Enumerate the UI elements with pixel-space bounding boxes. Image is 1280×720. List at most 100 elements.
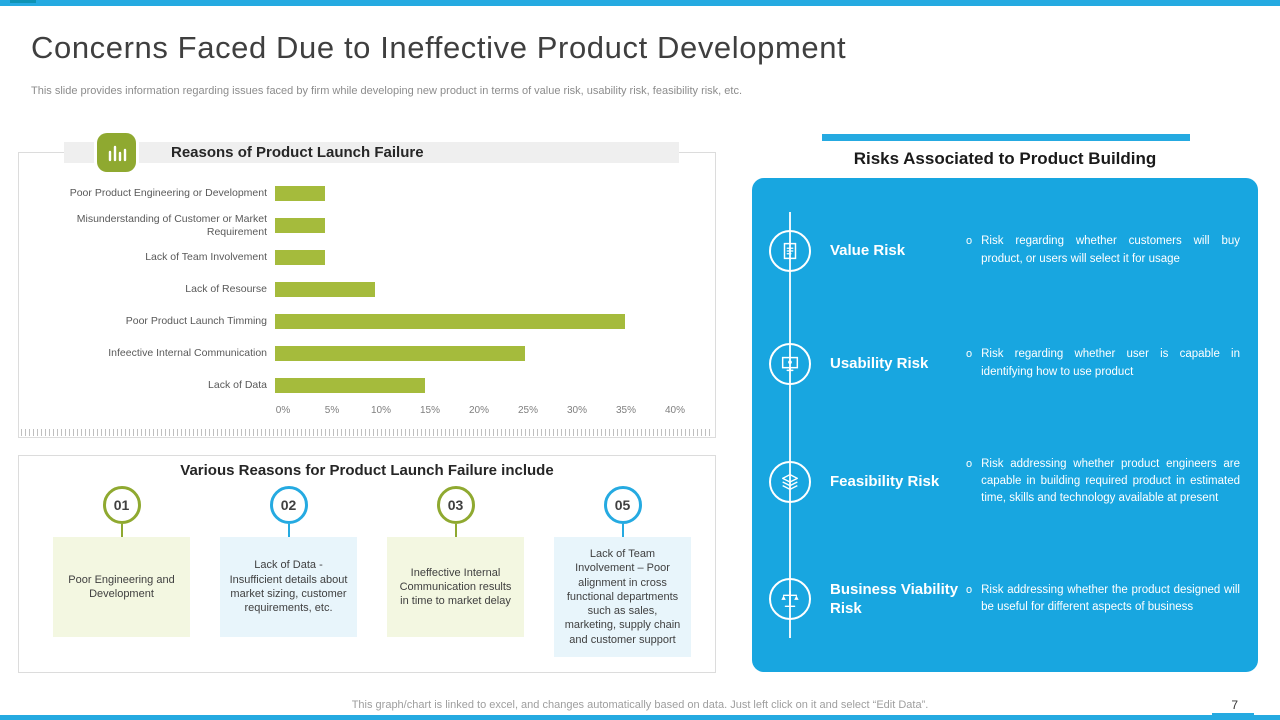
risks-title: Risks Associated to Product Building — [853, 149, 1157, 168]
chart-category-label: Misunderstanding of Customer or Market R… — [76, 212, 267, 238]
risk-icon-col — [752, 229, 830, 272]
chart-category-label: Poor Product Engineering or Development — [69, 187, 267, 200]
chart-x-axis: 0% 5% 10% 15% 20% 25% 30% 35% 40% — [35, 403, 685, 419]
various-reasons-panel: Various Reasons for Product Launch Failu… — [18, 455, 716, 673]
risk-description: o Risk regarding whether customers will … — [966, 233, 1248, 268]
axis-tick-label: 40% — [664, 405, 686, 416]
chart-row: Lack of Data — [35, 371, 675, 400]
chart-bar — [275, 314, 625, 329]
chart-title: Reasons of Product Launch Failure — [171, 144, 424, 161]
axis-spacer — [35, 403, 283, 419]
risks-title-accent-bar — [822, 134, 1190, 141]
reason-number-badge: 02 — [269, 486, 308, 524]
reasons-title: Various Reasons for Product Launch Failu… — [180, 462, 554, 479]
chart-category-label: Infeective Internal Communication — [108, 347, 267, 360]
chart-row: Poor Product Engineering or Development — [35, 179, 675, 208]
risks-rows: Value Risk o Risk regarding whether cust… — [752, 178, 1258, 672]
reason-item-01: 01 Poor Engineering and Development — [53, 486, 190, 637]
risks-timeline-line — [789, 212, 791, 638]
risk-label: Usability Risk — [830, 354, 929, 372]
value-risk-icon — [769, 229, 811, 272]
bullet-marker: o — [966, 457, 973, 470]
chart-category-label: Lack of Data — [208, 379, 267, 392]
page-subtitle: This slide provides information regardin… — [31, 85, 743, 97]
axis-tick-label: 10% — [370, 405, 392, 416]
page-title: Concerns Faced Due to Ineffective Produc… — [31, 30, 847, 65]
risk-description: o Risk addressing whether the product de… — [966, 582, 1248, 617]
reason-number-badge: 01 — [102, 486, 141, 524]
launch-failure-chart[interactable]: Reasons of Product Launch Failure Poor P… — [18, 133, 716, 438]
chart-plot-area: Poor Product Engineering or Development … — [35, 179, 685, 419]
reason-text-box: Ineffective Internal Communication resul… — [387, 537, 524, 637]
reason-number-badge: 03 — [436, 486, 475, 524]
chart-row: Infeective Internal Communication — [35, 339, 675, 368]
reason-connector — [454, 524, 457, 537]
chart-bar-track — [275, 346, 675, 361]
chart-category-label: Lack of Resourse — [185, 283, 267, 296]
risk-description-text: Risk addressing whether the product desi… — [981, 584, 1240, 614]
reason-item-02: 02 Lack of Data - Insufficient details a… — [220, 486, 357, 637]
chart-bar — [275, 250, 325, 265]
reasons-grid: 01 Poor Engineering and Development 02 L… — [53, 486, 691, 668]
risk-row-value: Value Risk o Risk regarding whether cust… — [752, 229, 1248, 272]
risk-icon-col — [752, 460, 830, 503]
risk-description-text: Risk regarding whether customers will bu… — [981, 235, 1240, 265]
chart-row: Misunderstanding of Customer or Market R… — [35, 211, 675, 240]
reason-item-05: 05 Lack of Team Involvement – Poor align… — [554, 486, 691, 658]
chart-bar-track — [275, 186, 675, 201]
top-accent-dash — [10, 0, 36, 3]
page-number-underline — [1212, 713, 1254, 716]
chart-row: Lack of Team Involvement — [35, 243, 675, 272]
chart-bar — [275, 346, 525, 361]
chart-bar — [275, 378, 425, 393]
risks-panel: Value Risk o Risk regarding whether cust… — [752, 178, 1258, 672]
bar-chart-icon — [97, 133, 136, 172]
reason-item-03: 03 Ineffective Internal Communication re… — [387, 486, 524, 637]
risk-icon-col — [752, 342, 830, 385]
chart-bar-track — [275, 378, 675, 393]
risk-label: Business Viability Risk — [830, 580, 959, 618]
risk-description-text: Risk regarding whether user is capable i… — [981, 348, 1240, 378]
chart-bar-track — [275, 282, 675, 297]
risk-description: o Risk addressing whether product engine… — [966, 456, 1248, 508]
chart-bar-track — [275, 250, 675, 265]
page-number: 7 — [1231, 698, 1238, 712]
reason-text-box: Lack of Team Involvement – Poor alignmen… — [554, 537, 691, 658]
chart-bar — [275, 186, 325, 201]
risk-label: Value Risk — [830, 241, 906, 259]
reason-connector — [621, 524, 624, 537]
risk-description-text: Risk addressing whether product engineer… — [981, 457, 1240, 505]
risk-row-business-viability: Business Viability Risk o Risk addressin… — [752, 578, 1248, 621]
reason-text-box: Lack of Data - Insufficient details abou… — [220, 537, 357, 637]
axis-tick-label: 0% — [275, 405, 291, 416]
axis-tick-label: 30% — [566, 405, 588, 416]
risk-row-usability: Usability Risk o Risk regarding whether … — [752, 342, 1248, 385]
feasibility-risk-icon — [769, 460, 811, 503]
axis-tick-label: 5% — [324, 405, 340, 416]
chart-header-strip — [64, 142, 679, 163]
footer-note: This graph/chart is linked to excel, and… — [351, 699, 929, 711]
ruler-decoration — [21, 429, 713, 436]
reason-connector — [287, 524, 290, 537]
chart-row: Poor Product Launch Timming — [35, 307, 675, 336]
risk-icon-col — [752, 578, 830, 621]
bullet-marker: o — [966, 348, 973, 361]
chart-category-label: Poor Product Launch Timming — [125, 315, 267, 328]
chart-bar — [275, 282, 375, 297]
axis-tick-label: 20% — [468, 405, 490, 416]
risk-description: o Risk regarding whether user is capable… — [966, 346, 1248, 381]
reason-number-badge: 05 — [603, 486, 642, 524]
axis-tick-label: 15% — [419, 405, 441, 416]
chart-bar-track — [275, 218, 675, 233]
axis-track: 0% 5% 10% 15% 20% 25% 30% 35% 40% — [276, 403, 685, 419]
chart-bar-track — [275, 314, 675, 329]
bullet-marker: o — [966, 584, 973, 597]
business-viability-risk-icon — [769, 578, 811, 621]
risk-label: Feasibility Risk — [830, 472, 940, 490]
reason-connector — [120, 524, 123, 537]
chart-category-label: Lack of Team Involvement — [145, 251, 267, 264]
chart-row: Lack of Resourse — [35, 275, 675, 304]
reason-text-box: Poor Engineering and Development — [53, 537, 190, 637]
bullet-marker: o — [966, 235, 973, 248]
risk-row-feasibility: Feasibility Risk o Risk addressing wheth… — [752, 456, 1248, 508]
